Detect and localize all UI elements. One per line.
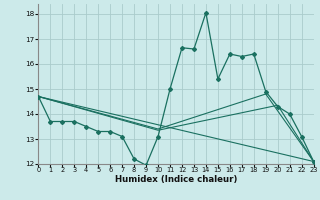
X-axis label: Humidex (Indice chaleur): Humidex (Indice chaleur) [115,175,237,184]
